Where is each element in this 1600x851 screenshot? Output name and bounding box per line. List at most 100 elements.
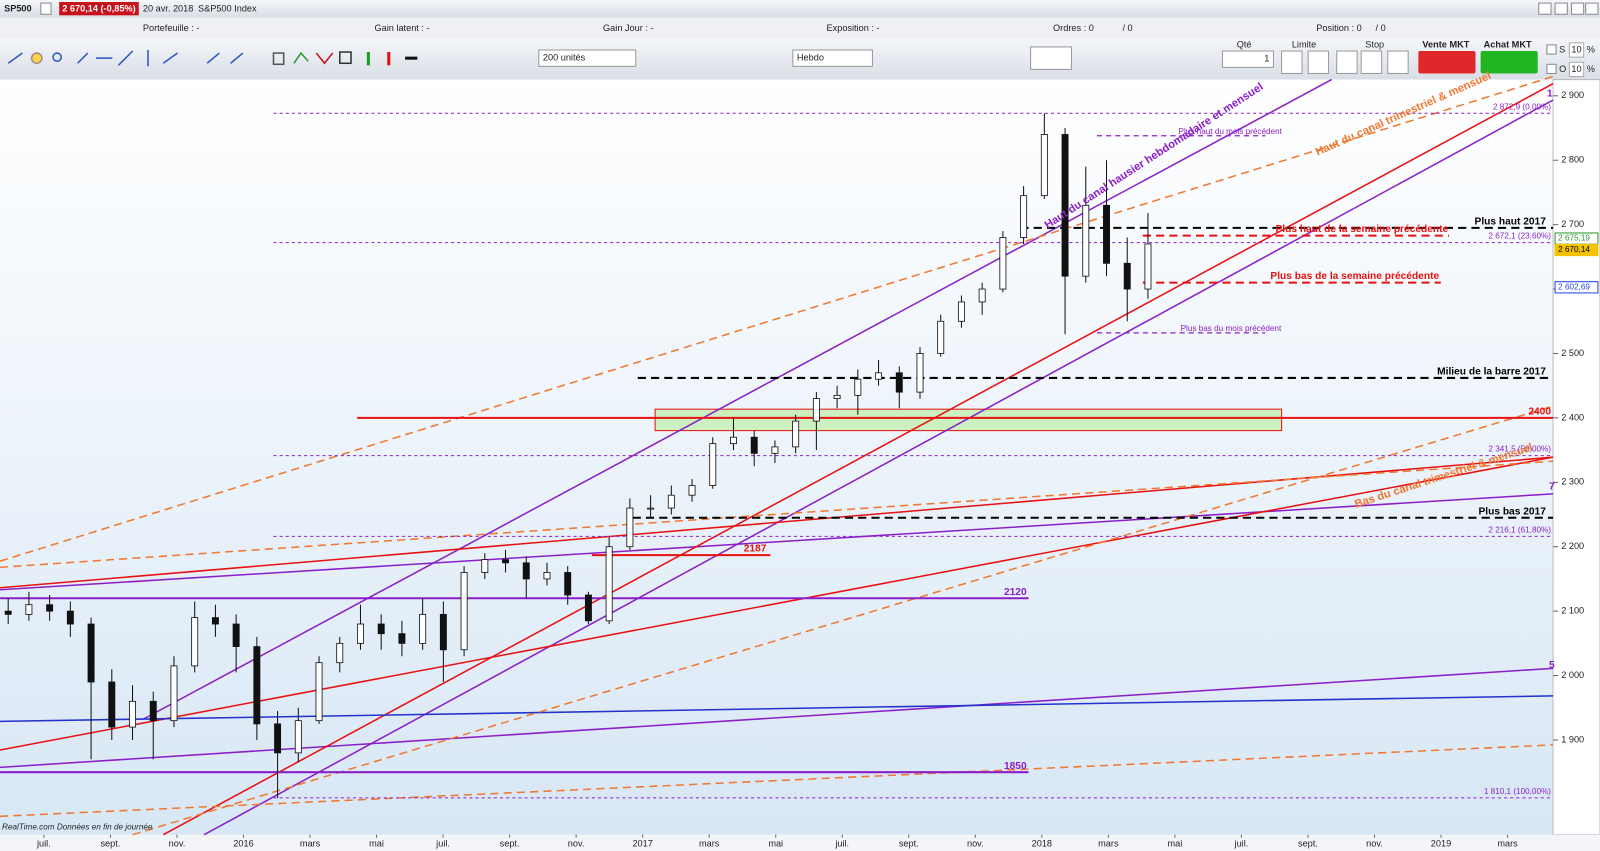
x-tick-label: nov. bbox=[1366, 838, 1383, 848]
price-box bbox=[59, 2, 139, 16]
level-label: Milieu de la barre 2017 bbox=[1437, 367, 1546, 378]
tool[interactable] bbox=[293, 51, 309, 64]
tool[interactable] bbox=[30, 52, 43, 65]
tool[interactable] bbox=[77, 52, 89, 64]
candle-body bbox=[584, 594, 592, 622]
chart-type[interactable] bbox=[1030, 46, 1072, 70]
portfolio: Portefeuille : - bbox=[143, 23, 200, 33]
candle-body bbox=[315, 662, 323, 722]
candle-body bbox=[957, 301, 965, 322]
price-axis bbox=[1552, 79, 1600, 836]
tool[interactable] bbox=[272, 52, 285, 66]
symbol: SP500 bbox=[4, 4, 32, 14]
x-tick-label: juil. bbox=[36, 838, 51, 848]
s-check[interactable] bbox=[1546, 44, 1557, 55]
stop-2[interactable] bbox=[1360, 50, 1383, 74]
trend-line bbox=[0, 493, 1554, 591]
candle-body bbox=[1082, 204, 1090, 277]
level-label: Plus bas du mois précédent bbox=[1181, 324, 1282, 333]
fib-label: 2 216,1 (61,80%) bbox=[1488, 525, 1551, 534]
qty-input[interactable] bbox=[1221, 50, 1274, 68]
candle-body bbox=[129, 700, 136, 728]
close[interactable] bbox=[1585, 2, 1599, 15]
candle-body bbox=[792, 420, 800, 448]
tool[interactable] bbox=[315, 52, 334, 65]
tool[interactable] bbox=[162, 52, 179, 64]
candle-body bbox=[1103, 204, 1110, 264]
buy-button[interactable] bbox=[1480, 51, 1538, 74]
y-tick-label: 2 900 bbox=[1561, 90, 1584, 100]
candle-body bbox=[170, 665, 178, 722]
candle-body bbox=[937, 320, 945, 354]
x-tick-label: nov. bbox=[169, 838, 186, 848]
candle-body bbox=[294, 720, 302, 754]
y-tick-label: 2 800 bbox=[1561, 155, 1584, 165]
tool[interactable] bbox=[117, 50, 134, 66]
level-label: Plus haut 2017 bbox=[1475, 216, 1547, 227]
stop-1[interactable] bbox=[1336, 50, 1358, 74]
candle-body bbox=[875, 372, 883, 380]
exposure: Exposition : - bbox=[827, 23, 880, 33]
restore[interactable] bbox=[1554, 2, 1568, 15]
period-select[interactable] bbox=[792, 49, 873, 67]
plot-area bbox=[0, 79, 1554, 835]
x-tick-label: mars bbox=[300, 838, 321, 848]
level-label: 2120 bbox=[1004, 587, 1027, 598]
level-label: Plus bas 2017 bbox=[1478, 506, 1546, 517]
tool[interactable] bbox=[339, 51, 352, 65]
candle-body bbox=[812, 398, 820, 422]
x-tick-label: mai bbox=[369, 838, 384, 848]
pct-input-1[interactable] bbox=[1568, 42, 1585, 58]
index-name: S&P500 Index bbox=[198, 4, 257, 14]
candle-body bbox=[1040, 134, 1048, 197]
x-tick-label: nov. bbox=[967, 838, 984, 848]
y-tick-label: 1 900 bbox=[1561, 734, 1584, 744]
candle-body bbox=[543, 572, 551, 580]
limit-sell[interactable] bbox=[1281, 50, 1303, 74]
price-tag bbox=[1554, 281, 1599, 294]
candle-body bbox=[1123, 262, 1131, 290]
x-tick-label: sept. bbox=[1298, 838, 1318, 848]
summary-bar bbox=[0, 18, 1600, 39]
units: 200 unités bbox=[543, 53, 586, 63]
pct-input-2[interactable] bbox=[1568, 61, 1585, 78]
price-tag-label: 2 675,19 bbox=[1558, 234, 1590, 243]
candle-body bbox=[999, 237, 1007, 290]
sell-button[interactable] bbox=[1418, 51, 1476, 74]
limit: Limite bbox=[1292, 39, 1316, 49]
level-label: 2400 bbox=[1528, 406, 1551, 417]
o: O bbox=[1559, 64, 1566, 74]
candle-body bbox=[730, 436, 737, 445]
units-select[interactable] bbox=[538, 49, 637, 67]
y-tick-label: 2 500 bbox=[1561, 348, 1584, 358]
candle-body bbox=[46, 604, 54, 612]
price-tag bbox=[1554, 243, 1599, 257]
candle-body bbox=[87, 623, 95, 683]
candle-body bbox=[253, 646, 261, 725]
limit-buy[interactable] bbox=[1307, 50, 1330, 74]
candle-body bbox=[688, 485, 696, 496]
pct-sign-1: % bbox=[1587, 44, 1595, 54]
line-tag: 7 bbox=[1549, 481, 1555, 492]
stop-3[interactable] bbox=[1387, 50, 1409, 74]
period: Hebdo bbox=[797, 53, 824, 63]
trend-line bbox=[142, 78, 1332, 721]
y-tick-label: 2 000 bbox=[1561, 670, 1584, 680]
info-icon[interactable] bbox=[40, 2, 52, 15]
pct2: 10 bbox=[1571, 64, 1581, 74]
tool[interactable] bbox=[206, 52, 220, 64]
x-tick-label: mai bbox=[1167, 838, 1182, 848]
candle-body bbox=[149, 700, 157, 722]
o-check[interactable] bbox=[1546, 63, 1557, 74]
candle-body bbox=[895, 372, 903, 393]
tool[interactable] bbox=[230, 52, 244, 64]
tool[interactable] bbox=[7, 52, 23, 64]
maximize[interactable] bbox=[1570, 2, 1585, 15]
candle-body bbox=[211, 617, 219, 625]
tool[interactable] bbox=[52, 52, 63, 62]
candle-body bbox=[978, 288, 986, 303]
qty-label: Qté bbox=[1237, 39, 1252, 49]
minimize[interactable] bbox=[1538, 2, 1552, 15]
candle-body bbox=[232, 623, 240, 647]
level-label: Plus haut de la semaine précédente bbox=[1275, 224, 1448, 235]
